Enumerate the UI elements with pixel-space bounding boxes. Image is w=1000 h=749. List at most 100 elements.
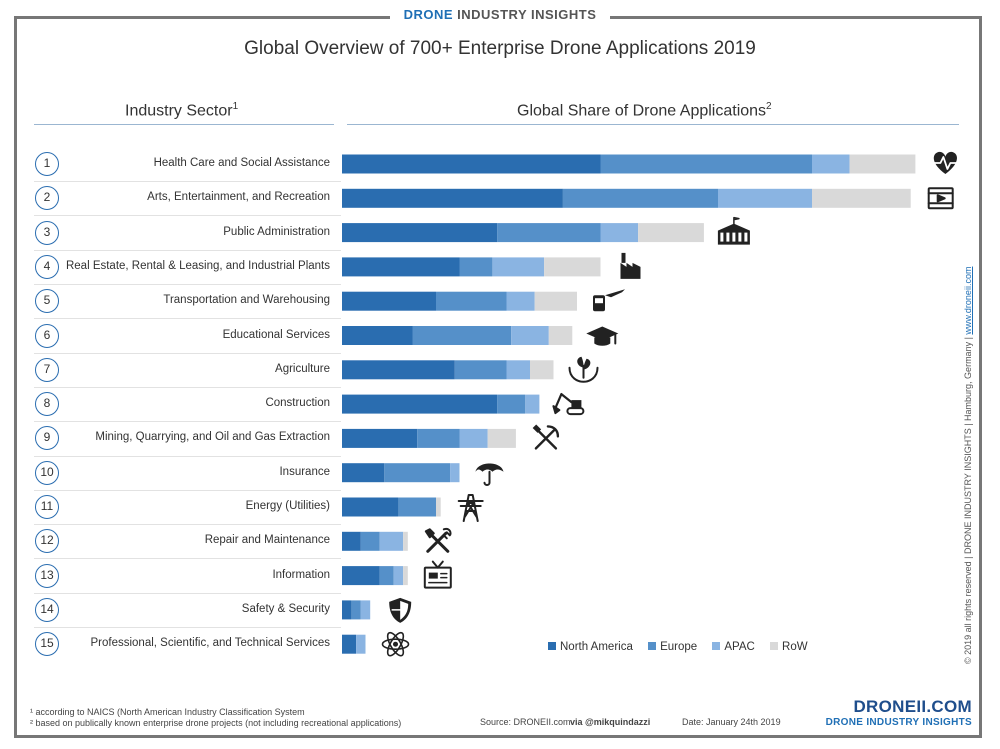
rank-badge: 11: [35, 495, 59, 519]
row-separator: [34, 490, 341, 491]
factory-icon: [620, 252, 641, 279]
pickaxe-hammer-icon: [532, 424, 560, 450]
rank-badge: 15: [35, 632, 59, 656]
bar-segment-apac: [718, 188, 812, 208]
sector-label: Mining, Quarrying, and Oil and Gas Extra…: [95, 431, 330, 443]
bar-segment-apac: [812, 154, 850, 174]
side-copyright: © 2019 all rights reserved | DRONE INDUS…: [963, 267, 973, 664]
bar-segment-row: [403, 531, 408, 551]
bar-segment-europe: [384, 463, 451, 483]
bar-segment-apac: [492, 257, 545, 277]
bar-segment-north-america: [342, 428, 418, 448]
bar-segment-apac: [360, 600, 371, 620]
bar-segment-north-america: [342, 188, 563, 208]
legend-label-europe: Europe: [660, 641, 698, 653]
bar-segment-apac: [459, 428, 488, 448]
bar-segment-europe: [562, 188, 718, 208]
rank-badge: 6: [35, 324, 59, 348]
bar-segment-north-america: [342, 634, 357, 654]
bar-segment-north-america: [342, 257, 460, 277]
logo-sub: DRONE INDUSTRY INSIGHTS: [825, 717, 972, 728]
legend-swatch-north-america: [548, 642, 556, 650]
sector-label: Arts, Entertainment, and Recreation: [147, 191, 330, 203]
video-icon: [927, 187, 954, 210]
bar-segment-europe: [497, 394, 526, 414]
bar-segment-row: [544, 257, 601, 277]
chart-legend: North America Europe APAC RoW: [548, 641, 820, 653]
legend-item-apac: APAC: [712, 641, 755, 653]
rank-badge: 2: [35, 186, 59, 210]
bar-segment-apac: [506, 360, 530, 380]
bar-segment-row: [548, 326, 573, 345]
legend-item-europe: Europe: [648, 641, 697, 653]
bar-segment-europe: [454, 360, 507, 380]
row-separator: [34, 593, 341, 594]
bar-segment-north-america: [342, 463, 385, 483]
bar-segment-europe: [436, 291, 507, 311]
tools-icon: [424, 527, 452, 553]
rank-badge: 7: [35, 358, 59, 382]
bar-segment-row: [849, 154, 916, 174]
sector-label: Public Administration: [223, 226, 330, 238]
global-share-header-sup: 2: [766, 101, 772, 112]
bar-segment-europe: [600, 154, 812, 174]
row-separator: [34, 353, 341, 354]
legend-swatch-row: [770, 642, 779, 650]
left-header-rule: [34, 124, 334, 125]
bar-segment-apac: [600, 223, 639, 243]
date-text: Date: January 24th 2019: [682, 717, 781, 727]
row-separator: [34, 215, 341, 216]
sector-label: Information: [272, 569, 330, 581]
droneii-logo: DRONEII.COM DRONE INDUSTRY INSIGHTS: [826, 697, 972, 728]
bar-segment-north-america: [342, 291, 436, 311]
bar-segment-north-america: [342, 394, 498, 414]
rank-badge: 9: [35, 426, 59, 450]
rank-badge: 3: [35, 221, 59, 245]
bar-segment-apac: [511, 326, 549, 345]
atom-icon: [381, 631, 410, 657]
transport-icon: [593, 289, 625, 312]
legend-label-row: RoW: [782, 641, 808, 653]
sector-label: Repair and Maintenance: [204, 534, 330, 546]
graduation-cap-icon: [586, 326, 619, 346]
sector-label: Health Care and Social Assistance: [153, 157, 330, 169]
sector-label: Energy (Utilities): [245, 500, 330, 512]
excavator-icon: [552, 393, 585, 416]
bar-segment-row: [638, 223, 704, 243]
bar-segment-apac: [379, 531, 404, 551]
row-separator: [34, 181, 341, 182]
umbrella-icon: [475, 463, 504, 486]
sector-label: Insurance: [279, 466, 330, 478]
website-link[interactable]: www.droneii.com: [963, 266, 973, 335]
bar-segment-north-america: [342, 531, 361, 551]
bar-segment-row: [487, 428, 516, 448]
bar-segment-north-america: [342, 154, 601, 174]
rank-badge: 8: [35, 392, 59, 416]
sector-label: Agriculture: [275, 363, 330, 375]
shield-icon: [389, 597, 412, 623]
chart-title: Global Overview of 700+ Enterprise Drone…: [244, 38, 756, 59]
legend-item-row: RoW: [770, 641, 808, 653]
global-share-header: Global Share of Drone Applications2: [517, 101, 772, 120]
industry-sector-header-text: Industry Sector: [125, 102, 233, 120]
rank-badge: 13: [35, 564, 59, 588]
row-separator: [34, 284, 341, 285]
row-separator: [34, 318, 341, 319]
legend-label-apac: APAC: [724, 641, 755, 653]
sector-label: Transportation and Warehousing: [163, 294, 330, 306]
bar-segment-row: [534, 291, 577, 311]
power-tower-icon: [457, 494, 484, 522]
bar-segment-row: [436, 497, 441, 517]
bar-segment-north-america: [342, 360, 455, 380]
rank-badge: 1: [35, 152, 59, 176]
government-building-icon: [717, 216, 750, 245]
bar-segment-north-america: [342, 497, 399, 517]
bar-segment-north-america: [342, 326, 413, 345]
plant-hands-icon: [568, 356, 599, 383]
industry-sector-header-sup: 1: [232, 101, 239, 112]
bar-segment-row: [403, 566, 408, 586]
bar-segment-apac: [450, 463, 460, 483]
bar-segment-europe: [379, 566, 394, 586]
rank-badge: 12: [35, 529, 59, 553]
